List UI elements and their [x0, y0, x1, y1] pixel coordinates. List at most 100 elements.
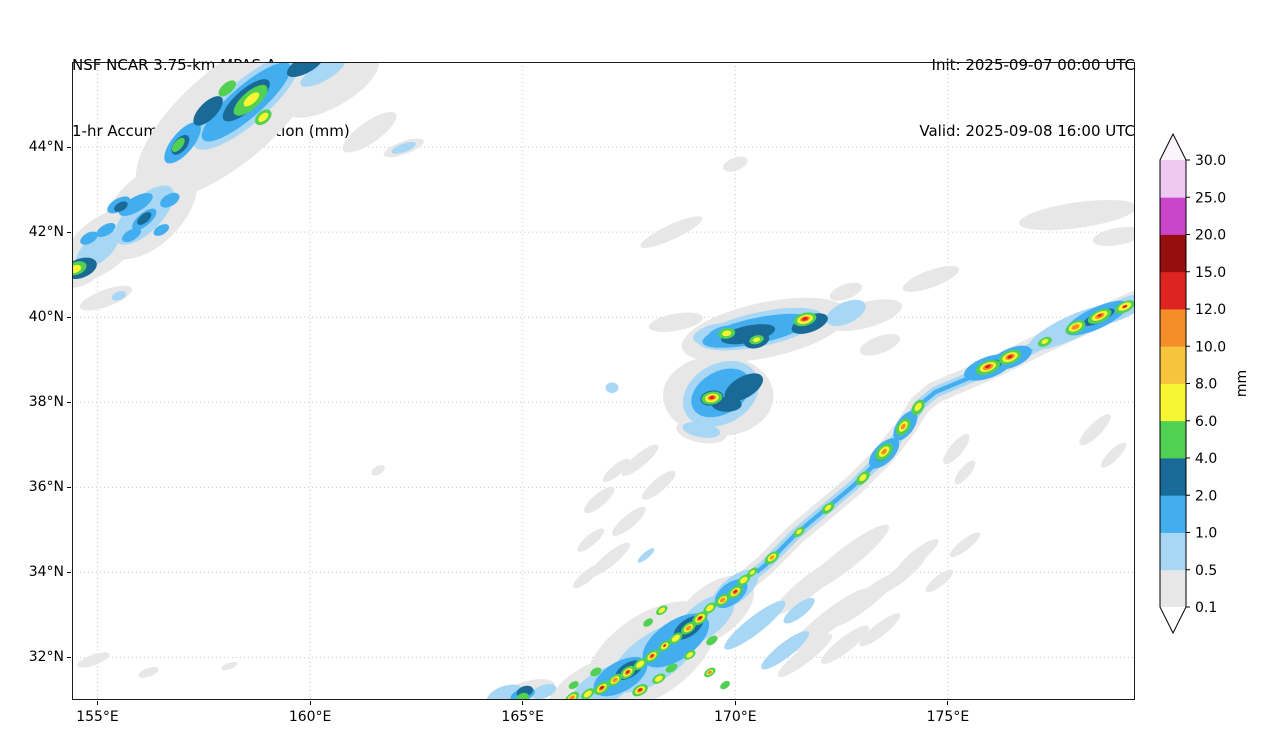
y-tick-label: 42°N [28, 224, 64, 241]
precip-feature [371, 465, 385, 476]
precip-feature [658, 607, 666, 614]
precip-feature [589, 542, 630, 577]
x-tick-mark [522, 701, 524, 705]
init-time-label: Init: 2025-09-07 00:00 UTC [931, 56, 1135, 74]
precip-feature [724, 373, 763, 402]
chart-time-block: Init: 2025-09-07 00:00 UTC Valid: 2025-0… [919, 10, 1135, 186]
precip-feature [796, 529, 802, 535]
colorbar-arrow-over [1160, 134, 1186, 160]
colorbar-tick-label: 15.0 [1195, 265, 1226, 281]
precip-feature [612, 506, 646, 536]
precip-feature [243, 92, 260, 107]
precip-feature [583, 690, 592, 698]
precip-feature [719, 597, 726, 603]
valid-time-label: Valid: 2025-09-08 16:00 UTC [919, 122, 1135, 140]
precip-feature [1007, 355, 1013, 359]
precip-feature [590, 667, 602, 677]
precip-feature [258, 112, 269, 122]
precip-feature [685, 625, 692, 631]
precip-feature [300, 62, 346, 87]
colorbar-tick-label: 8.0 [1195, 377, 1217, 393]
precip-feature [724, 600, 786, 650]
y-tick-label: 32°N [28, 649, 64, 666]
colorbar-tick-label: 2.0 [1195, 488, 1217, 504]
precip-feature [749, 570, 755, 575]
precip-feature [722, 330, 732, 337]
map-plot-area [72, 62, 1135, 700]
precip-feature [824, 504, 832, 511]
y-tick-label: 38°N [28, 394, 64, 411]
precip-feature [600, 686, 603, 689]
colorbar-tick-label: 1.0 [1195, 526, 1217, 542]
x-tick-label: 160°E [288, 709, 332, 725]
precip-feature [826, 299, 866, 327]
precip-feature [925, 569, 954, 593]
precip-feature [1071, 324, 1080, 330]
y-tick-label: 36°N [28, 479, 64, 496]
precip-feature [859, 333, 901, 356]
precip-feature [663, 644, 667, 647]
colorbar-tick-label: 12.0 [1195, 302, 1226, 318]
colorbar-tick-label: 0.1 [1195, 600, 1217, 616]
y-tick-label: 34°N [28, 564, 64, 581]
precip-feature [486, 684, 524, 700]
precip-feature [902, 265, 960, 292]
precip-feature [641, 470, 676, 500]
precip-feature [821, 625, 869, 664]
precip-feature [640, 216, 703, 248]
x-tick-mark [97, 701, 98, 705]
precip-feature [829, 282, 863, 301]
precip-feature [1041, 338, 1049, 344]
colorbar-segment [1160, 420, 1186, 459]
precip-feature [96, 222, 116, 238]
precip-feature [114, 201, 128, 212]
colorbar-tick-label: 0.5 [1195, 563, 1217, 579]
colorbar-tick-label: 25.0 [1195, 190, 1226, 206]
precip-feature [949, 532, 981, 558]
precip-feature [709, 396, 715, 400]
precip-feature [391, 141, 416, 154]
precip-feature [1019, 199, 1135, 231]
precip-feature [193, 96, 223, 126]
precip-feature [79, 285, 133, 311]
precip-feature [881, 448, 887, 455]
precip-feature [650, 654, 654, 658]
precip-feature [171, 137, 185, 152]
precip-feature [584, 486, 615, 514]
precip-feature [897, 538, 939, 572]
precip-feature [740, 576, 748, 584]
precip-feature [769, 555, 775, 560]
colorbar-segment [1160, 346, 1186, 384]
precip-feature [665, 663, 678, 673]
precip-feature [699, 617, 701, 619]
precip-feature [568, 681, 579, 690]
precip-feature [138, 666, 159, 678]
colorbar-arrow-under [1160, 607, 1186, 633]
precip-feature [1092, 226, 1135, 246]
precip-feature [900, 423, 906, 430]
colorbar-tick-label: 30.0 [1195, 153, 1226, 169]
precip-feature [111, 291, 126, 301]
precip-feature [648, 312, 704, 332]
precip-feature [77, 652, 110, 668]
colorbar-segment [1160, 160, 1186, 198]
precip-feature [723, 156, 748, 172]
precip-feature [636, 660, 645, 668]
precip-feature [643, 618, 654, 627]
precip-feature [777, 633, 833, 678]
y-tick-mark [67, 571, 71, 573]
precip-feature [602, 458, 630, 482]
precip-feature [638, 688, 643, 692]
precip-feature [706, 604, 714, 612]
colorbar-segment [1160, 309, 1186, 347]
colorbar-unit-label: mm [1234, 370, 1250, 397]
precip-feature [800, 524, 890, 595]
x-tick-mark [947, 701, 949, 705]
colorbar-segment [1160, 569, 1186, 608]
colorbar-segment [1160, 532, 1186, 571]
colorbar: 0.1 0.5 1.0 2.0 4.0 6.0 8.0 10.0 12.0 15.0 20.0 25.… [1159, 132, 1250, 635]
precip-feature [80, 231, 98, 245]
precip-feature [720, 680, 731, 690]
precip-feature [985, 364, 991, 369]
